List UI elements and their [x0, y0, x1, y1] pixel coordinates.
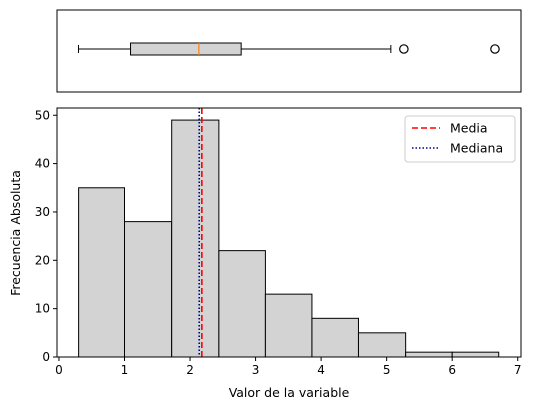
x-tick-label: 2	[186, 363, 194, 377]
boxplot-frame	[56, 9, 522, 93]
x-tick-label: 6	[448, 363, 456, 377]
histogram-bar	[124, 221, 173, 358]
y-axis-title: Frecuencia Absoluta	[8, 170, 23, 296]
y-tick-label: 40	[35, 157, 50, 171]
x-tick-label: 5	[383, 363, 391, 377]
y-tick-label: 30	[35, 205, 50, 219]
outlier-point	[399, 44, 409, 54]
histogram-bar	[171, 119, 220, 358]
histogram-bar	[311, 317, 359, 358]
legend-label-media: Media	[450, 121, 488, 136]
histogram-bar	[451, 351, 500, 358]
boxplot-marks	[77, 42, 500, 56]
reference-lines	[198, 108, 203, 357]
histogram-frame	[56, 107, 522, 358]
histogram-bar	[78, 187, 126, 358]
boxplot-panel	[56, 9, 522, 93]
histogram-bars	[78, 119, 500, 358]
x-tick-label: 4	[317, 363, 325, 377]
box-iqr	[130, 42, 242, 56]
histogram-bar	[405, 351, 453, 358]
y-tick-label: 20	[35, 253, 50, 267]
x-tick-label: 0	[55, 363, 63, 377]
legend-label-mediana: Mediana	[450, 141, 503, 156]
histogram-bar	[264, 293, 313, 358]
x-axis-ticks: 0 1 2 3 4 5 6 7	[55, 357, 522, 377]
x-tick-label: 7	[514, 363, 522, 377]
x-tick-label: 3	[252, 363, 260, 377]
y-tick-label: 0	[42, 350, 50, 364]
legend: Media Mediana	[404, 115, 516, 163]
histogram-bar	[357, 332, 407, 358]
histogram-bar	[218, 250, 266, 358]
outlier-point	[490, 44, 500, 54]
y-axis-ticks: 0 10 20 30 40 50	[35, 108, 57, 364]
x-axis-title: Valor de la variable	[229, 385, 350, 400]
x-tick-label: 1	[121, 363, 129, 377]
y-tick-label: 50	[35, 108, 50, 122]
y-tick-label: 10	[35, 302, 50, 316]
histogram-panel: 0 1 2 3 4 5 6 7 0 10 20 30 40 50 Valor de la variabl…	[8, 107, 522, 400]
